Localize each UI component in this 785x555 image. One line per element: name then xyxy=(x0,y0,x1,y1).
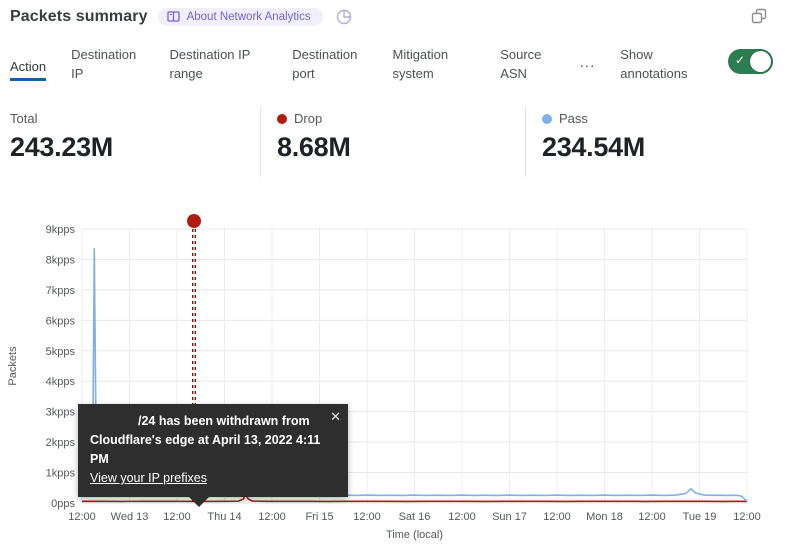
x-tick-label: Wed 13 xyxy=(111,511,149,523)
x-axis-title: Time (local) xyxy=(386,529,443,541)
view-ip-prefixes-link[interactable]: View your IP prefixes xyxy=(90,471,207,485)
y-tick-label: 0pps xyxy=(51,498,75,510)
x-tick-label: Tue 19 xyxy=(683,511,717,523)
y-tick-label: 9kpps xyxy=(46,224,76,236)
x-tick-label: 12:00 xyxy=(353,511,381,523)
y-tick-label: 7kpps xyxy=(46,285,76,297)
stat-total: Total 243.23M xyxy=(10,111,113,163)
x-tick-label: 12:00 xyxy=(733,511,761,523)
pass-legend-dot xyxy=(542,113,552,124)
tab-mitigation-system[interactable]: Mitigation system xyxy=(392,47,449,81)
stat-pass-value: 234.54M xyxy=(542,132,645,162)
x-tick-label: Mon 18 xyxy=(586,511,623,523)
more-tabs-button[interactable]: ... xyxy=(579,54,596,71)
stats-divider xyxy=(260,107,261,177)
y-tick-label: 5kpps xyxy=(46,346,76,358)
y-tick-label: 8kpps xyxy=(46,254,76,266)
x-tick-label: 12:00 xyxy=(258,511,286,523)
tooltip-caret xyxy=(188,496,210,507)
x-tick-label: Sat 16 xyxy=(399,511,431,523)
x-tick-label: 12:00 xyxy=(448,511,476,523)
tab-destination-ip-range[interactable]: Destination IP range xyxy=(169,47,251,81)
stat-total-label: Total xyxy=(10,111,38,126)
y-axis-title: Packets xyxy=(7,346,19,386)
x-tick-label: 12:00 xyxy=(543,511,571,523)
tooltip-close-icon[interactable]: ✕ xyxy=(330,409,341,424)
tooltip-text-line2: Cloudflare's edge at April 13, 2022 4:11… xyxy=(90,433,321,466)
annotation-dot[interactable] xyxy=(187,214,202,228)
y-tick-label: 2kpps xyxy=(46,437,76,449)
dimension-tabs: Action Destination IP Destination IP ran… xyxy=(10,45,773,83)
x-tick-label: Thu 14 xyxy=(207,511,241,523)
stat-pass: Pass 234.54M xyxy=(542,111,645,163)
show-annotations-toggle[interactable]: ✓ xyxy=(728,49,773,74)
show-annotations-label: Show annotations xyxy=(620,47,688,81)
stat-total-value: 243.23M xyxy=(10,132,113,162)
x-tick-label: 12:00 xyxy=(163,511,191,523)
book-icon xyxy=(166,11,180,22)
tab-action[interactable]: Action xyxy=(10,57,47,81)
summary-stats: Total 243.23M Drop 8.68M Pass 234.54M xyxy=(0,107,785,179)
x-tick-label: 12:00 xyxy=(68,511,96,523)
x-tick-label: Sun 17 xyxy=(492,511,527,523)
expand-panel-icon[interactable] xyxy=(751,8,767,24)
toggle-knob xyxy=(750,51,771,72)
badge-label: About Network Analytics xyxy=(186,11,311,23)
y-tick-label: 3kpps xyxy=(46,407,76,419)
y-tick-label: 6kpps xyxy=(46,315,76,327)
x-tick-label: Fri 15 xyxy=(305,511,333,523)
panel-header: Packets summary About Network Analytics xyxy=(10,8,353,26)
drop-legend-dot xyxy=(277,113,287,124)
toggle-check-icon: ✓ xyxy=(735,53,746,67)
stat-drop-value: 8.68M xyxy=(277,132,351,162)
tab-destination-ip[interactable]: Destination IP xyxy=(71,47,137,81)
annotation-tooltip: ✕ /24 has been withdrawn from Cloudflare… xyxy=(78,404,348,507)
packets-time-series-chart[interactable]: 0pps 1kpps 2kpps 3kpps 4kpps 5kpps 6kpps 7kpps 8… xyxy=(0,205,785,555)
y-tick-label: 4kpps xyxy=(46,376,76,388)
time-comparison-pie-icon[interactable] xyxy=(335,8,353,26)
about-network-analytics-badge[interactable]: About Network Analytics xyxy=(157,8,323,26)
page-title: Packets summary xyxy=(10,8,148,25)
x-tick-label: 12:00 xyxy=(638,511,666,523)
tab-destination-port[interactable]: Destination port xyxy=(292,47,358,81)
stats-divider xyxy=(525,107,526,177)
y-tick-label: 1kpps xyxy=(46,468,76,480)
stat-pass-label: Pass xyxy=(559,111,588,126)
stat-drop: Drop 8.68M xyxy=(277,111,351,163)
tooltip-text-line1: /24 has been withdrawn from xyxy=(138,414,310,428)
stat-drop-label: Drop xyxy=(294,111,323,126)
tab-source-asn[interactable]: Source ASN xyxy=(500,47,542,81)
